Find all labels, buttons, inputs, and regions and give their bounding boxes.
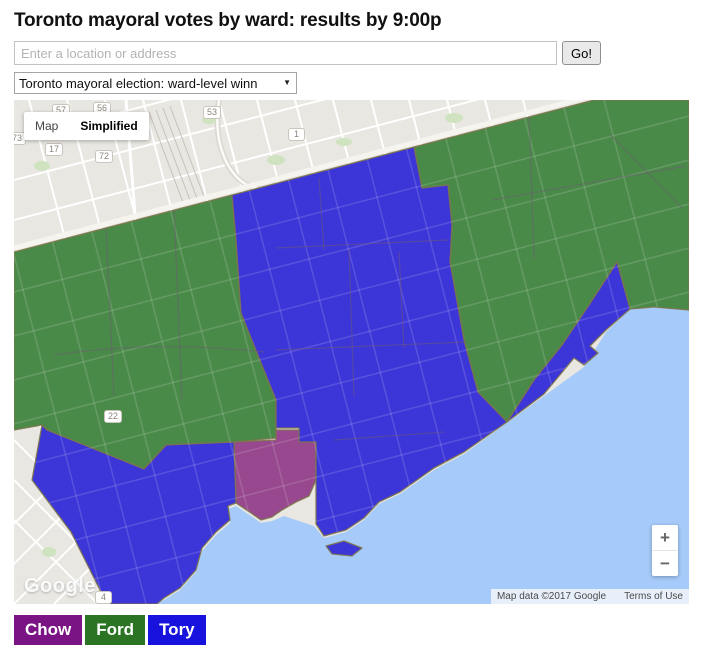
map-type-simplified-button[interactable]: Simplified [80, 119, 138, 133]
dataset-select[interactable]: Toronto mayoral election: ward-level win… [14, 72, 297, 94]
page-title: Toronto mayoral votes by ward: results b… [14, 10, 442, 31]
terms-of-use-link[interactable]: Terms of Use [624, 591, 683, 602]
legend: Chow Ford Tory [14, 615, 702, 645]
legend-item-ford: Ford [85, 615, 146, 645]
map-canvas[interactable]: 57 56 53 1 73 17 72 22 4 Map Simplified + − Goog… [14, 100, 689, 604]
map-zoom-control: + − [652, 525, 678, 576]
interior-ward-boundaries [53, 109, 687, 441]
dataset-select-row: Toronto mayoral election: ward-level win… [14, 72, 702, 94]
legend-item-tory: Tory [148, 615, 206, 645]
zoom-out-button[interactable]: − [652, 550, 678, 576]
ward-map-svg [14, 100, 689, 604]
map-attribution: Map data ©2017 Google Terms of Use [490, 589, 689, 604]
search-row: Go! [14, 41, 702, 65]
zoom-in-button[interactable]: + [660, 528, 670, 547]
map-data-credit: Map data ©2017 Google [496, 591, 607, 602]
google-logo[interactable]: Google [24, 575, 96, 597]
legend-item-chow: Chow [14, 615, 83, 645]
map-type-map-button[interactable]: Map [35, 119, 59, 133]
dataset-select-wrap: Toronto mayoral election: ward-level win… [14, 72, 297, 94]
go-button[interactable]: Go! [562, 41, 601, 65]
map-type-control: Map Simplified [24, 112, 149, 140]
location-search-input[interactable] [14, 41, 557, 65]
lake-ontario [154, 305, 689, 604]
